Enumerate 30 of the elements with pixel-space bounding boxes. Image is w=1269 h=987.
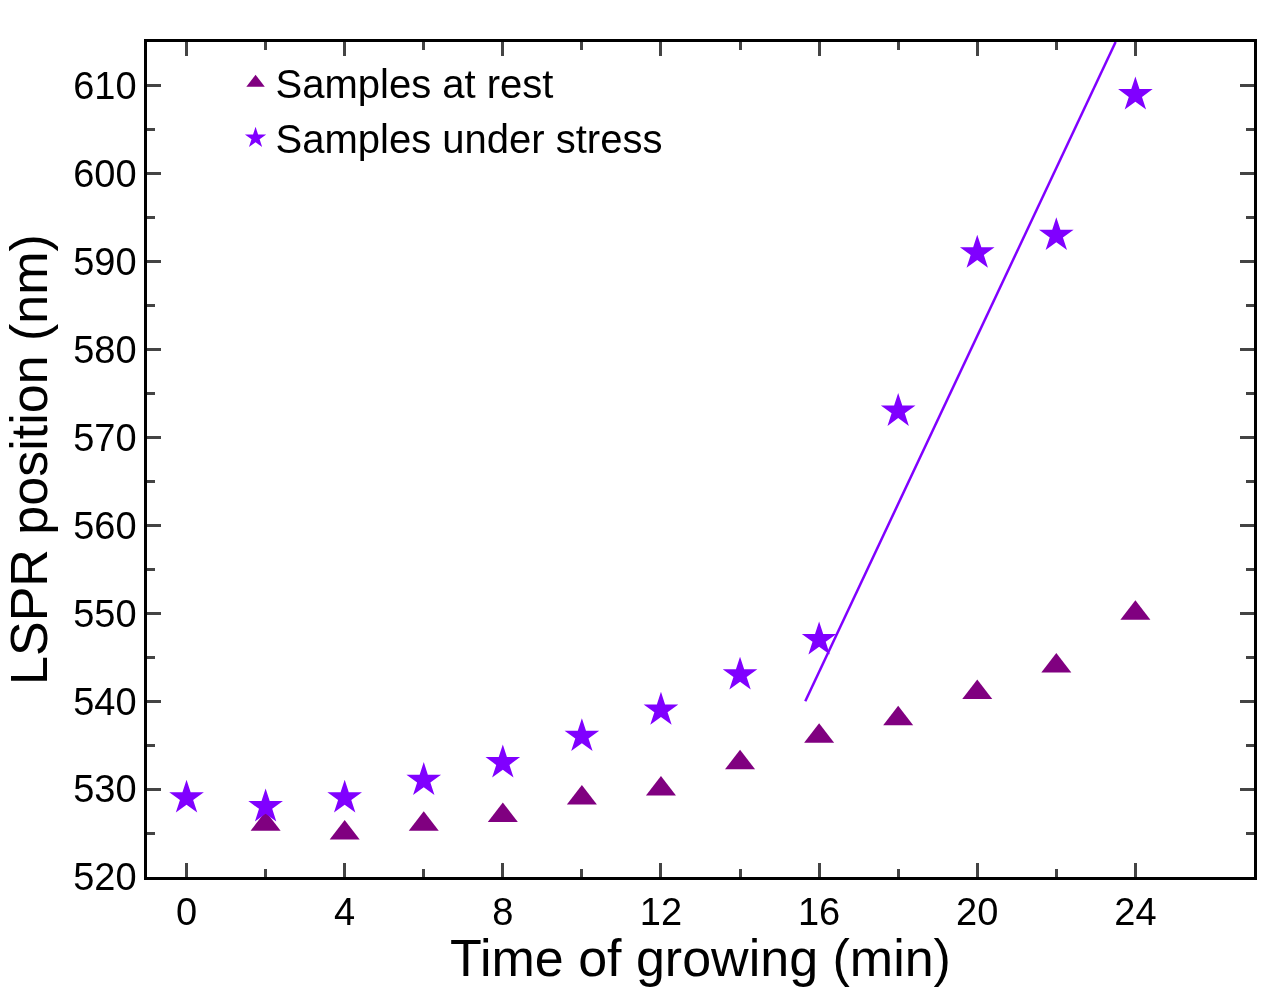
x-tick-label: 0 [175,891,198,934]
point [169,779,204,813]
point [485,744,521,778]
point [248,788,283,822]
y-tick-label: 520 [73,856,137,899]
y-tick-label: 570 [73,416,137,459]
point [327,779,362,813]
y-tick-label: 590 [73,241,137,284]
x-tick-label: 24 [1114,891,1157,934]
y-tick-label: 600 [73,153,137,196]
point [406,762,442,796]
x-tick-label: 4 [334,891,356,934]
point [801,621,837,655]
y-tick-label: 530 [73,768,137,811]
y-tick-label: 540 [73,680,137,723]
y-tick-label: 550 [73,592,137,635]
y-tick-label: 610 [73,65,137,108]
point [880,392,916,426]
legend-label: Samples under stress [275,117,663,162]
point [959,234,995,268]
x-tick-label: 20 [956,891,999,934]
point [564,718,600,752]
point [1118,76,1153,110]
point [722,656,758,690]
legend-label: Samples at rest [275,62,554,107]
y-tick-label: 580 [73,328,137,371]
y-axis-title: LSPR position (nm) [0,234,58,685]
point [1039,217,1074,251]
point [643,691,679,725]
y-tick-label: 560 [73,504,137,547]
